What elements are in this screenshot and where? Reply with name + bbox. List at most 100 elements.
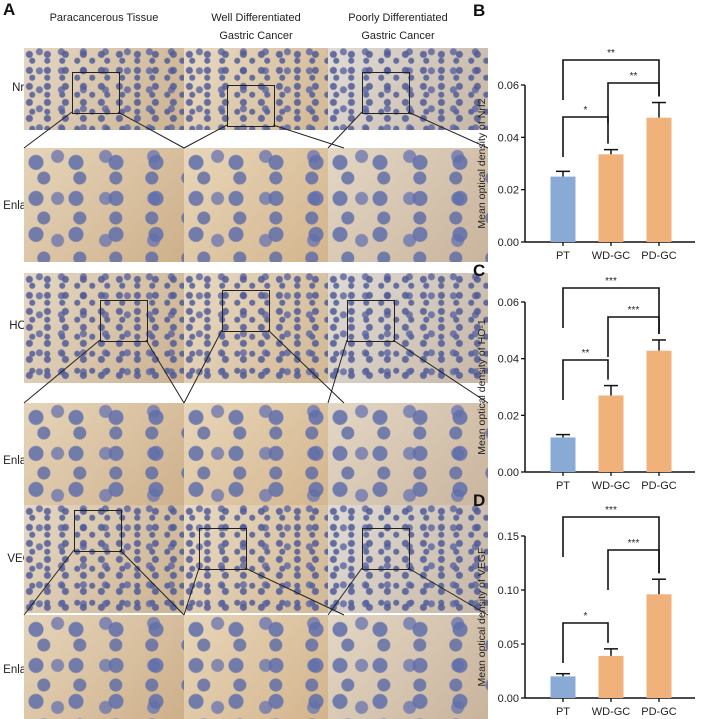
column-header-line: Gastric Cancer <box>219 30 293 42</box>
significance-bracket <box>562 59 660 100</box>
bar-wd-gc <box>598 395 624 472</box>
y-tick-label: 0.02 <box>498 410 519 422</box>
chart-vegf: D 0.00 0.05 0.10 0.15 Mean optical density of… <box>473 491 695 718</box>
y-tick-label: 0.02 <box>498 185 519 197</box>
enlarged-micrograph <box>328 148 488 262</box>
bar-pt <box>550 176 576 242</box>
zoom-guide-line <box>145 339 185 404</box>
y-tick-label: 0.06 <box>498 297 519 309</box>
zoom-guide-line <box>183 329 223 404</box>
significance-label: *** <box>628 305 640 316</box>
region-of-interest-box <box>362 72 410 114</box>
enlarged-micrograph <box>328 403 488 517</box>
y-axis-label: Mean optical density of Nrf2 <box>476 98 488 228</box>
y-tick-label: 0.05 <box>498 639 519 651</box>
zoom-guide-line <box>23 111 73 149</box>
significance-label: ** <box>582 348 590 359</box>
enlarged-micrograph <box>184 148 344 262</box>
zoom-guide-line <box>267 329 345 404</box>
bar-wd-gc <box>598 154 624 242</box>
bar-pt <box>550 437 576 472</box>
panel-letter: D <box>473 491 485 510</box>
column-header-paracancerous: Paracancerous Tissue <box>29 9 179 27</box>
x-tick-label: WD-GC <box>592 480 631 490</box>
panel-a-letter: A <box>3 0 16 19</box>
ihc-micrograph <box>328 48 488 130</box>
region-of-interest-box <box>100 300 148 342</box>
region-of-interest-box <box>222 290 270 332</box>
ihc-micrograph <box>184 48 344 130</box>
region-of-interest-box <box>74 510 122 552</box>
significance-bracket <box>562 116 609 157</box>
enlarged-micrograph <box>184 403 344 517</box>
column-header-poorly-differentiated: Poorly Differentiated Gastric Cancer <box>323 9 473 45</box>
chart-ho1: C 0.00 0.02 0.04 0.06 Mean optical density of… <box>473 261 695 490</box>
y-tick-label: 0.00 <box>498 467 519 479</box>
significance-bracket <box>607 82 660 123</box>
enlarged-micrograph <box>328 615 488 719</box>
significance-bracket <box>562 622 609 663</box>
y-axis-label: Mean optical density of HO-1 <box>476 319 488 455</box>
bar-pd-gc <box>646 594 672 698</box>
y-tick-label: 0.06 <box>498 80 519 92</box>
ihc-micrograph <box>184 273 344 383</box>
region-of-interest-box <box>227 85 275 127</box>
enlarged-micrograph <box>24 403 184 517</box>
y-axis-label: Mean optical density of VEGF <box>476 548 488 687</box>
significance-bracket <box>562 359 609 400</box>
y-tick-label: 0.04 <box>498 132 519 144</box>
y-tick-label: 0.10 <box>498 585 519 597</box>
significance-bracket <box>562 516 660 574</box>
bar-pd-gc <box>646 350 672 472</box>
region-of-interest-box <box>72 72 120 114</box>
y-tick-label: 0.04 <box>498 354 519 366</box>
panel-letter: C <box>473 261 485 280</box>
column-header-well-differentiated: Well Differentiated Gastric Cancer <box>181 9 331 45</box>
zoom-guide-line <box>23 339 101 404</box>
x-tick-label: PD-GC <box>641 706 677 718</box>
region-of-interest-box <box>347 300 395 342</box>
x-tick-label: WD-GC <box>592 250 631 260</box>
zoom-guide-line <box>119 549 185 616</box>
enlarged-micrograph <box>24 615 184 719</box>
ihc-micrograph <box>328 505 488 613</box>
bar-wd-gc <box>598 655 624 698</box>
significance-label: *** <box>605 505 617 516</box>
significance-label: *** <box>628 538 640 549</box>
zoom-guide-line <box>407 567 489 616</box>
y-tick-label: 0.15 <box>498 531 519 543</box>
panel-letter: B <box>473 1 485 20</box>
significance-bracket <box>562 287 660 334</box>
chart-nrf2: B 0.00 0.02 0.04 0.06 Mean optical density of… <box>473 1 695 260</box>
significance-label: * <box>584 105 588 116</box>
zoom-guide-line <box>244 567 345 616</box>
significance-label: ** <box>630 71 638 82</box>
zoom-guide-line <box>272 124 345 149</box>
column-header-line: Well Differentiated <box>211 12 301 24</box>
region-of-interest-box <box>362 528 410 570</box>
bar-pt <box>550 676 576 698</box>
significance-label: *** <box>605 276 617 287</box>
ihc-micrograph <box>24 505 184 613</box>
column-header-line: Gastric Cancer <box>361 30 435 42</box>
ihc-micrograph <box>24 273 184 383</box>
enlarged-micrograph <box>24 148 184 262</box>
region-of-interest-box <box>199 528 247 570</box>
zoom-guide-line <box>407 111 489 149</box>
x-tick-label: WD-GC <box>592 706 631 718</box>
zoom-guide-line <box>327 567 363 616</box>
zoom-guide-line <box>183 124 228 149</box>
bar-pd-gc <box>646 117 672 242</box>
ihc-micrograph <box>24 48 184 130</box>
zoom-guide-line <box>392 339 489 404</box>
x-tick-label: PT <box>556 250 570 260</box>
ihc-micrograph <box>184 505 344 613</box>
significance-label: * <box>584 611 588 622</box>
zoom-guide-line <box>117 111 185 149</box>
x-tick-label: PD-GC <box>641 250 677 260</box>
x-tick-label: PD-GC <box>641 480 677 490</box>
enlarged-micrograph <box>184 615 344 719</box>
ihc-micrograph <box>328 273 488 383</box>
